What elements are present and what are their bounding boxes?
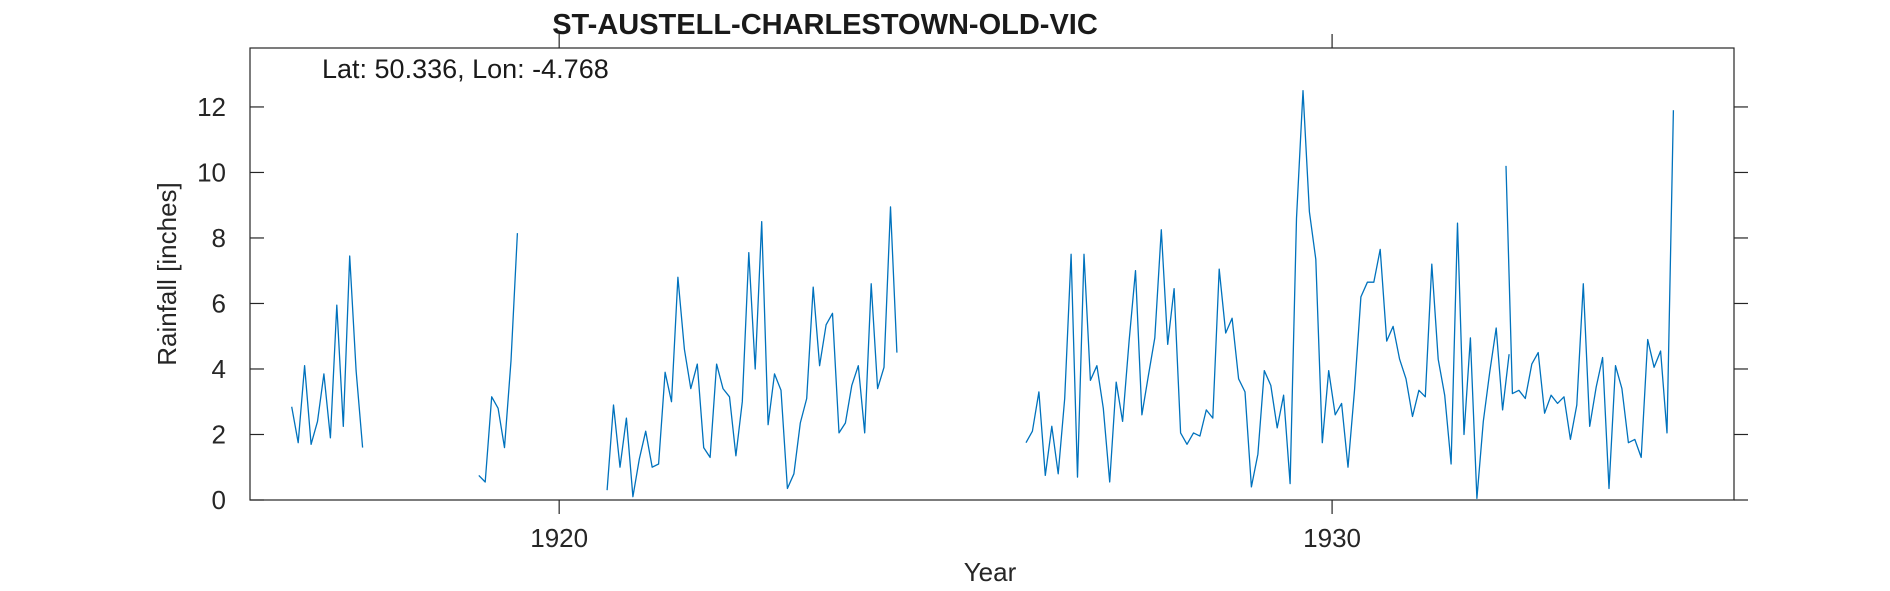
- y-tick-label: 10: [197, 157, 226, 187]
- y-tick-label: 4: [212, 354, 226, 384]
- y-axis: 0 2 4 6 8 10 12: [197, 92, 1748, 515]
- y-tick-label: 0: [212, 485, 226, 515]
- rainfall-line-segment: [291, 255, 364, 448]
- x-tick-label: 1920: [530, 523, 588, 553]
- rainfall-line-segment: [1025, 89, 1510, 500]
- y-tick-label: 2: [212, 419, 226, 449]
- plot-area-frame: [249, 47, 1735, 501]
- rainfall-line-segment: [478, 233, 519, 483]
- x-axis-label: Year: [964, 557, 1017, 587]
- y-axis-label: Rainfall [inches]: [152, 182, 182, 366]
- chart-title: ST-AUSTELL-CHARLESTOWN-OLD-VIC: [552, 9, 1098, 41]
- x-tick-label: 1930: [1303, 523, 1361, 553]
- rainfall-line-segment: [1505, 110, 1675, 490]
- y-tick-label: 6: [212, 288, 226, 318]
- x-axis: 1920 1930: [530, 34, 1361, 553]
- location-annotation: Lat: 50.336, Lon: -4.768: [322, 54, 609, 84]
- y-tick-label: 12: [197, 92, 226, 122]
- rainfall-line-segment: [606, 206, 898, 498]
- rainfall-series: [291, 89, 1675, 500]
- y-tick-label: 8: [212, 223, 226, 253]
